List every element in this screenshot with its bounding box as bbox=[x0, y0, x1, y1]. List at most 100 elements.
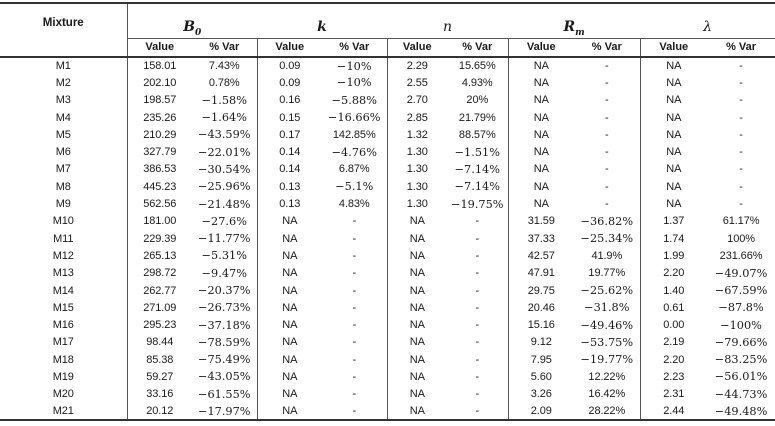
value-cell: 327.79 bbox=[143, 146, 177, 159]
pvar-cell: −4.76% bbox=[331, 145, 377, 159]
pvar-cell: 100% bbox=[727, 232, 755, 245]
pvar-cell: 12.22% bbox=[588, 370, 626, 383]
value-cell: NA bbox=[507, 126, 575, 144]
column-header-k-var: % Var bbox=[322, 38, 388, 58]
pvar-cell: 15.65% bbox=[458, 60, 496, 73]
value-cell: 2.31 bbox=[639, 385, 708, 403]
pvar-cell: 6.87% bbox=[338, 163, 370, 176]
column-group-n: n bbox=[387, 3, 509, 39]
table-row: M5 210.29 −43.59% 0.17 142.85% 1.32 88.57% NA - N… bbox=[0, 126, 775, 144]
pvar-cell: - bbox=[475, 301, 480, 314]
value-cell: 20.46 bbox=[507, 299, 575, 317]
column-header-n-value: Value bbox=[386, 38, 448, 58]
value-cell: NA bbox=[639, 126, 708, 144]
pvar-cell: - bbox=[475, 249, 480, 262]
table-row: M6 327.79 −22.01% 0.14 −4.76% 1.30 −1.51% NA - NA… bbox=[0, 143, 775, 161]
value-cell: 2.44 bbox=[639, 402, 708, 421]
pvar-cell: - bbox=[739, 76, 743, 89]
pvar-cell: - bbox=[352, 284, 357, 297]
pvar-cell: 7.43% bbox=[208, 60, 240, 73]
pvar-cell: - bbox=[352, 370, 357, 383]
value-cell: 2.70 bbox=[386, 91, 448, 109]
value-cell: 158.01 bbox=[143, 60, 177, 73]
pvar-cell: - bbox=[739, 111, 743, 124]
mixture-label: M15 bbox=[0, 299, 128, 317]
value-cell: 3.26 bbox=[507, 385, 575, 403]
pvar-cell: - bbox=[475, 284, 480, 297]
value-cell: 2.23 bbox=[639, 368, 708, 386]
pvar-cell: - bbox=[739, 128, 743, 141]
pvar-cell: −10% bbox=[336, 59, 372, 73]
pvar-cell: −1.51% bbox=[454, 145, 500, 159]
value-cell: NA bbox=[639, 195, 708, 213]
table-row: M11 229.39 −11.77% NA - NA - 37.33 −25.34% 1.74 10… bbox=[0, 229, 775, 248]
pvar-cell: −7.14% bbox=[454, 180, 500, 194]
pvar-cell: - bbox=[475, 370, 480, 383]
value-cell: 271.09 bbox=[143, 301, 177, 314]
pvar-cell: - bbox=[475, 336, 480, 349]
value-cell: NA bbox=[639, 108, 708, 127]
pvar-cell: - bbox=[352, 336, 357, 349]
value-cell: 1.74 bbox=[639, 229, 708, 248]
pvar-cell: 20% bbox=[466, 94, 489, 107]
value-cell: NA bbox=[639, 91, 708, 109]
value-cell: NA bbox=[507, 178, 575, 196]
value-cell: 1.37 bbox=[639, 212, 708, 230]
value-cell: 386.53 bbox=[143, 163, 177, 176]
pvar-cell: −67.59% bbox=[714, 284, 768, 297]
pvar-cell: - bbox=[739, 94, 743, 107]
mixture-label: M7 bbox=[0, 160, 128, 179]
value-cell: NA bbox=[639, 57, 708, 75]
value-cell: 59.27 bbox=[146, 370, 174, 383]
mixture-label: M2 bbox=[0, 74, 128, 92]
table-row: M19 59.27 −43.05% NA - NA - 5.60 12.22% 2.23 −56.0… bbox=[0, 368, 775, 386]
value-cell: 85.38 bbox=[146, 353, 174, 366]
value-cell: NA bbox=[386, 264, 448, 282]
value-cell: 0.14 bbox=[256, 160, 323, 179]
value-cell: 2.19 bbox=[639, 333, 708, 352]
math-symbol: B bbox=[183, 18, 196, 35]
mixture-label: M14 bbox=[0, 281, 128, 300]
value-cell: NA bbox=[256, 229, 323, 248]
pvar-cell: −61.55% bbox=[197, 387, 251, 401]
pvar-cell: 88.57% bbox=[458, 128, 496, 141]
value-cell: 0.13 bbox=[256, 178, 323, 196]
value-cell: NA bbox=[256, 316, 323, 334]
pvar-cell: −49.07% bbox=[714, 266, 768, 280]
pvar-cell: - bbox=[352, 267, 357, 280]
pvar-cell: −17.97% bbox=[197, 404, 251, 418]
pvar-cell: −43.59% bbox=[197, 128, 251, 142]
value-cell: 0.17 bbox=[256, 126, 323, 144]
value-cell: 0.13 bbox=[256, 195, 323, 213]
table-row: M9 562.56 −21.48% 0.13 4.83% 1.30 −19.75% NA - NA… bbox=[0, 195, 775, 213]
value-cell: 0.14 bbox=[256, 143, 323, 161]
pvar-cell: −22.01% bbox=[197, 145, 251, 159]
pvar-cell: −5.31% bbox=[201, 249, 247, 263]
pvar-cell: −83.25% bbox=[714, 353, 768, 367]
pvar-cell: - bbox=[352, 215, 357, 228]
column-header-lambda-value: Value bbox=[639, 38, 708, 58]
table-row: M2 202.10 0.78% 0.09 −10% 2.55 4.93% NA - NA - bbox=[0, 74, 775, 92]
pvar-cell: - bbox=[739, 198, 743, 211]
value-cell: 15.16 bbox=[507, 316, 575, 334]
value-cell: 0.00 bbox=[639, 316, 708, 334]
pvar-cell: −49.46% bbox=[580, 318, 634, 332]
value-cell: 0.09 bbox=[256, 57, 323, 75]
pvar-cell: - bbox=[475, 388, 480, 401]
value-cell: NA bbox=[386, 385, 448, 403]
pvar-cell: - bbox=[605, 60, 609, 73]
pvar-cell: - bbox=[352, 301, 357, 314]
pvar-cell: −27.6% bbox=[201, 214, 247, 228]
value-cell: 562.56 bbox=[143, 198, 177, 211]
pvar-cell: - bbox=[352, 388, 357, 401]
column-header-B0-value: Value bbox=[126, 38, 192, 58]
math-symbol: λ bbox=[703, 18, 712, 35]
value-cell: 42.57 bbox=[507, 247, 575, 265]
pvar-cell: −87.8% bbox=[718, 301, 764, 315]
pvar-cell: - bbox=[739, 146, 743, 159]
column-header-Rm-var: % Var bbox=[574, 38, 641, 58]
value-cell: 0.16 bbox=[256, 91, 323, 109]
value-cell: 5.60 bbox=[507, 368, 575, 386]
